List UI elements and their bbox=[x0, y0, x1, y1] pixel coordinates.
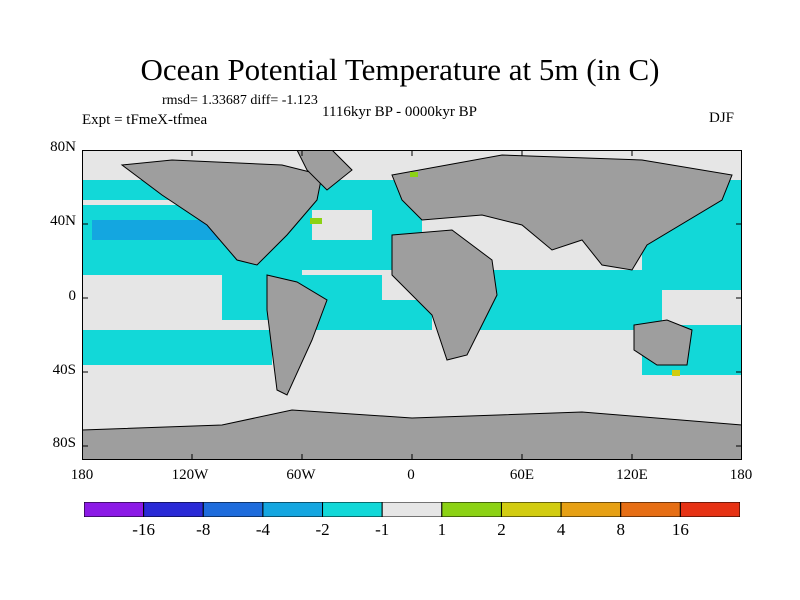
south-america bbox=[266, 274, 328, 396]
stats-label: rmsd= 1.33687 diff= -1.123 bbox=[162, 93, 318, 108]
colorbar-label: -16 bbox=[132, 520, 155, 539]
x-tick-0: 0 bbox=[407, 467, 415, 483]
colorbar-swatch bbox=[381, 502, 443, 517]
colorbar-swatch bbox=[143, 502, 204, 517]
tick-marks bbox=[82, 150, 742, 460]
colorbar-swatch bbox=[202, 502, 264, 517]
south-pacific-cool bbox=[82, 330, 272, 365]
colorbar-swatch bbox=[620, 502, 681, 517]
x-tick-120w: 120W bbox=[171, 467, 209, 483]
warm-spot-north-atlantic bbox=[310, 218, 322, 224]
colorbar-label: 16 bbox=[671, 520, 689, 539]
colorbar-swatch bbox=[84, 502, 145, 517]
greenland bbox=[296, 150, 353, 191]
experiment-label: Expt = tFmeX-tfmea bbox=[82, 112, 208, 128]
colorbar-swatch bbox=[560, 502, 622, 517]
y-tick-80s: 80S bbox=[52, 435, 76, 451]
x-tick-180w: 180 bbox=[70, 467, 94, 483]
x-tick-60e: 60E bbox=[509, 467, 535, 483]
temperature-map bbox=[82, 150, 742, 460]
colorbar-label: 2 bbox=[497, 520, 506, 539]
y-tick-40n: 40N bbox=[50, 213, 76, 229]
colorbar bbox=[84, 502, 740, 517]
colorbar-label: -2 bbox=[315, 520, 330, 539]
south-atlantic-cool bbox=[312, 300, 432, 330]
colorbar-swatch bbox=[441, 502, 502, 517]
y-tick-80n: 80N bbox=[50, 139, 76, 155]
season-label: DJF bbox=[709, 110, 735, 126]
colorbar-label: -1 bbox=[375, 520, 390, 539]
map-title: Ocean Potential Temperature at 5m (in C) bbox=[140, 52, 660, 87]
north-america bbox=[120, 159, 323, 266]
warm-spot-tasmania bbox=[672, 370, 680, 376]
australia bbox=[633, 319, 693, 366]
warm-spot-arctic bbox=[410, 172, 418, 177]
colorbar-swatch bbox=[262, 502, 324, 517]
north-pacific-cooler bbox=[92, 220, 232, 240]
warm-spots bbox=[310, 172, 680, 376]
land-masses bbox=[82, 150, 742, 460]
y-tick-40s: 40S bbox=[52, 362, 76, 378]
x-tick-120e: 120E bbox=[616, 467, 648, 483]
colorbar-label: 4 bbox=[556, 520, 566, 539]
north-atlantic-neutral bbox=[312, 210, 372, 240]
eurasia bbox=[391, 154, 733, 271]
colorbar-label: 1 bbox=[437, 520, 447, 539]
colorbar-label: 8 bbox=[616, 520, 625, 539]
x-tick-60w: 60W bbox=[286, 467, 316, 483]
colorbar-swatch bbox=[679, 502, 740, 517]
x-tick-180e: 180 bbox=[729, 467, 753, 483]
colorbar-label: -8 bbox=[196, 520, 211, 539]
colorbar-label: -4 bbox=[255, 520, 270, 539]
africa bbox=[391, 229, 498, 361]
antarctica bbox=[82, 409, 742, 460]
period-label: 1116kyr BP - 0000kyr BP bbox=[322, 104, 478, 120]
colorbar-swatch bbox=[322, 502, 383, 517]
colorbar-swatch bbox=[500, 502, 562, 517]
y-tick-0: 0 bbox=[68, 288, 77, 304]
